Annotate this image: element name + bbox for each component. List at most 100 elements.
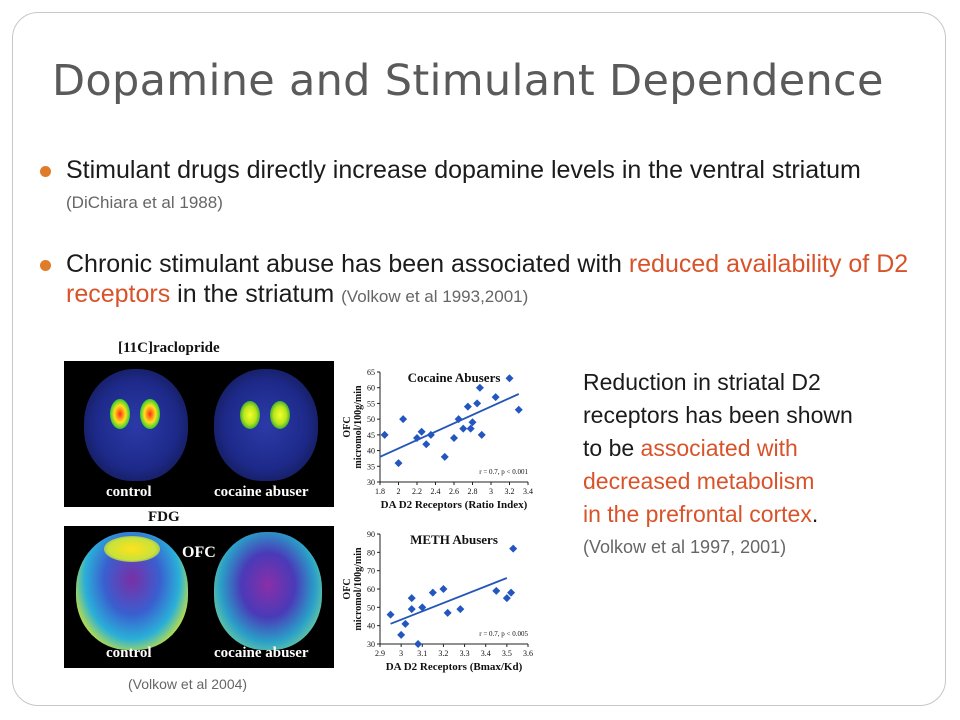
slide-frame xyxy=(12,12,946,706)
data-point xyxy=(426,430,435,439)
bullet-2-text-before: Chronic stimulant abuse has been associa… xyxy=(66,250,622,278)
bullet-dot-icon xyxy=(40,260,51,271)
data-point xyxy=(473,399,482,408)
x-axis-label: DA D2 Receptors (Ratio Index) xyxy=(381,499,528,511)
fdg-title: FDG xyxy=(148,509,180,525)
stats-annotation: r = 0.7, p < 0.001 xyxy=(479,468,528,476)
y-tick-label: 50 xyxy=(367,603,375,612)
data-point xyxy=(401,619,410,628)
y-tick-label: 80 xyxy=(367,548,375,557)
bullet-1-text: Stimulant drugs directly increase dopami… xyxy=(66,156,861,184)
y-tick-label: 60 xyxy=(367,585,375,594)
x-tick-label: 2.6 xyxy=(449,487,459,496)
data-point xyxy=(463,402,472,411)
chart-title: METH Abusers xyxy=(410,532,498,547)
y-tick-label: 50 xyxy=(367,415,375,424)
x-tick-label: 3.2 xyxy=(438,649,448,658)
caption-line-2: receptors has been shown xyxy=(583,402,853,428)
x-tick-label: 3 xyxy=(399,649,403,658)
data-point xyxy=(454,415,463,424)
data-point xyxy=(514,405,523,414)
bullet-2-text-after: in the striatum xyxy=(177,280,335,308)
bullet-dot-icon xyxy=(40,166,51,177)
data-point xyxy=(443,608,452,617)
x-tick-label: 3.5 xyxy=(502,649,512,658)
data-point xyxy=(380,430,389,439)
data-point xyxy=(440,452,449,461)
x-tick-label: 2.2 xyxy=(412,487,422,496)
bullet-2-highlight: reduced availability of D2 receptors xyxy=(66,250,909,308)
data-point xyxy=(507,588,516,597)
brain-scan-abuser xyxy=(214,369,318,481)
y-tick-label: 30 xyxy=(367,640,375,649)
data-point xyxy=(414,640,423,648)
data-point xyxy=(450,434,458,442)
fdg-brain-abuser xyxy=(214,532,322,650)
y-tick-label: 90 xyxy=(367,530,375,539)
ofc-region xyxy=(104,536,160,562)
data-point xyxy=(475,383,484,392)
y-tick-label: 35 xyxy=(367,462,375,471)
data-point xyxy=(505,374,514,383)
x-tick-label: 2.9 xyxy=(375,649,385,658)
brain-scan-control xyxy=(84,369,188,481)
caption: Reduction in striatal D2 receptors has b… xyxy=(583,366,853,564)
data-point xyxy=(509,544,518,553)
x-tick-label: 3.1 xyxy=(417,649,427,658)
x-tick-label: 3.2 xyxy=(505,487,515,496)
caption-period: . xyxy=(811,501,819,527)
x-tick-label: 1.8 xyxy=(375,487,385,496)
x-tick-label: 3 xyxy=(489,487,493,496)
caption-highlight-1: associated with xyxy=(640,435,798,461)
chart-title: Cocaine Abusers xyxy=(408,370,501,385)
stats-annotation: r = 0.7, p < 0.005 xyxy=(479,630,528,638)
x-tick-label: 2 xyxy=(397,487,401,496)
x-axis-label: DA D2 Receptors (Bmax/Kd) xyxy=(386,661,523,673)
ofc-label: OFC xyxy=(182,544,216,561)
data-point xyxy=(422,440,431,449)
data-point xyxy=(466,424,475,433)
y-tick-label: 45 xyxy=(367,431,375,440)
bullet-2: Chronic stimulant abuse has been associa… xyxy=(40,249,926,312)
bullet-2-ref: (Volkow et al 1993,2001) xyxy=(341,287,529,306)
x-tick-label: 3.6 xyxy=(523,649,533,658)
x-tick-label: 3.3 xyxy=(460,649,470,658)
meth-abusers-scatter: METH Abusers 30 40 50 60 70 80 90 2.9 3 3.1 3.2 3.3 3… xyxy=(342,530,533,673)
y-tick-label: 40 xyxy=(367,622,375,631)
y-tick-label: 40 xyxy=(367,447,375,456)
figure-ref: (Volkow et al 2004) xyxy=(128,676,248,692)
data-point xyxy=(439,585,448,593)
regression-line xyxy=(390,577,508,625)
x-tick-label: 3.4 xyxy=(481,649,491,658)
data-point xyxy=(407,605,416,614)
caption-highlight-3: in the prefrontal cortex xyxy=(583,501,812,527)
scan-label-control: control xyxy=(106,645,152,661)
bullet-1: Stimulant drugs directly increase dopami… xyxy=(40,155,926,218)
data-point xyxy=(394,459,403,468)
x-tick-label: 2.4 xyxy=(431,487,441,496)
x-tick-label: 2.8 xyxy=(468,487,478,496)
regression-line xyxy=(379,393,520,458)
scan-label-abuser: cocaine abuser xyxy=(214,484,309,500)
data-point xyxy=(428,588,437,597)
raclopride-title: [11C]raclopride xyxy=(118,340,220,356)
slide-title: Dopamine and Stimulant Dependence xyxy=(52,56,884,106)
data-point xyxy=(413,434,421,442)
cocaine-abusers-scatter: Cocaine Abusers 30 35 40 45 50 55 60 65 1.8 2 2.2 2.… xyxy=(342,368,533,511)
data-point xyxy=(417,427,426,436)
data-point xyxy=(459,424,468,433)
data-point xyxy=(492,586,501,595)
data-point xyxy=(397,630,406,639)
data-point xyxy=(418,603,427,612)
y-tick-label: 70 xyxy=(367,567,375,576)
caption-highlight-2: decreased metabolism xyxy=(583,468,815,494)
caption-line-3: to be xyxy=(583,435,635,461)
y-tick-label: 65 xyxy=(367,368,375,377)
data-point xyxy=(477,430,486,439)
scan-label-abuser: cocaine abuser xyxy=(214,645,309,661)
data-point xyxy=(491,393,500,402)
data-point xyxy=(386,610,395,619)
y-axis-label: micromol/100g/min xyxy=(353,385,364,469)
caption-ref: (Volkow et al 1997, 2001) xyxy=(583,537,787,557)
x-tick-label: 3.4 xyxy=(523,487,533,496)
